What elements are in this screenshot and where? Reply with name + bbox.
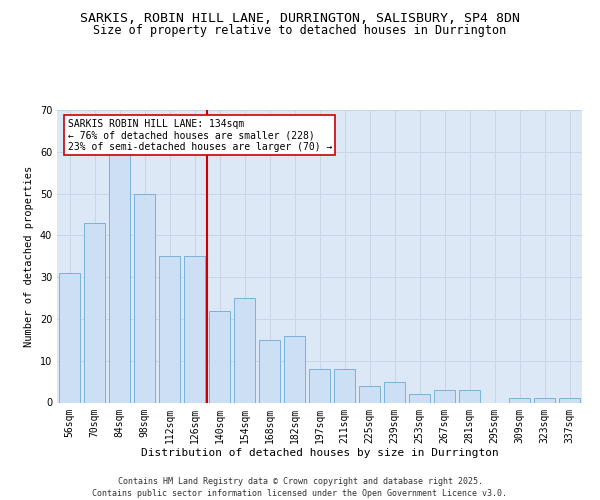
Bar	[284, 336, 305, 402]
Bar	[334, 369, 355, 402]
Bar	[209, 310, 230, 402]
Bar	[159, 256, 180, 402]
Bar	[409, 394, 430, 402]
Bar	[259, 340, 280, 402]
Bar	[384, 382, 405, 402]
Text: SARKIS, ROBIN HILL LANE, DURRINGTON, SALISBURY, SP4 8DN: SARKIS, ROBIN HILL LANE, DURRINGTON, SAL…	[80, 12, 520, 26]
Bar	[109, 139, 130, 402]
Bar	[359, 386, 380, 402]
Bar	[59, 273, 80, 402]
Bar	[534, 398, 555, 402]
Bar	[559, 398, 580, 402]
Text: SARKIS ROBIN HILL LANE: 134sqm
← 76% of detached houses are smaller (228)
23% of: SARKIS ROBIN HILL LANE: 134sqm ← 76% of …	[67, 119, 332, 152]
Bar	[234, 298, 255, 403]
Bar	[309, 369, 330, 402]
Bar	[84, 223, 105, 402]
Y-axis label: Number of detached properties: Number of detached properties	[24, 166, 34, 347]
Bar	[434, 390, 455, 402]
X-axis label: Distribution of detached houses by size in Durrington: Distribution of detached houses by size …	[140, 448, 499, 458]
Bar	[184, 256, 205, 402]
Bar	[509, 398, 530, 402]
Text: Size of property relative to detached houses in Durrington: Size of property relative to detached ho…	[94, 24, 506, 37]
Text: Contains HM Land Registry data © Crown copyright and database right 2025.
Contai: Contains HM Land Registry data © Crown c…	[92, 476, 508, 498]
Bar	[134, 194, 155, 402]
Bar	[459, 390, 480, 402]
